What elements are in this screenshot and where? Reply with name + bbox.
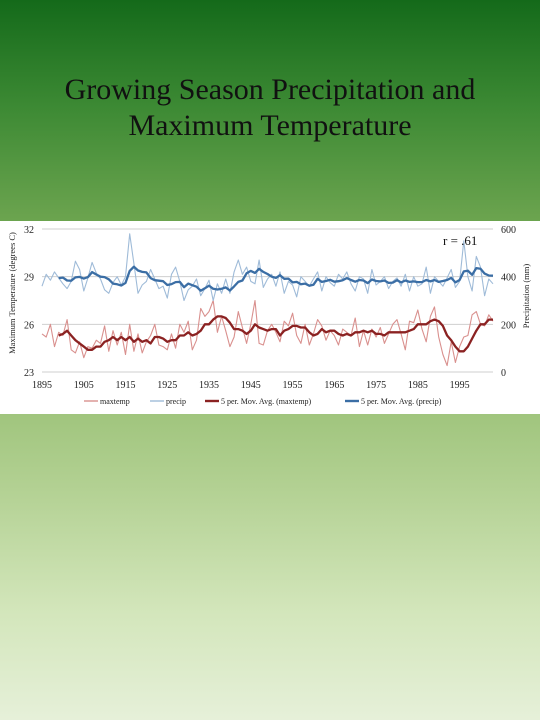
series-line-5-per-mov-avg-maxtemp — [58, 315, 493, 353]
series-line-maxtemp — [41, 299, 494, 367]
legend-label: maxtemp — [100, 397, 130, 406]
series-line-precip — [41, 233, 494, 302]
y-right-tick-label: 600 — [501, 225, 516, 236]
y-right-tick-label: 400 — [501, 273, 516, 284]
x-tick-label: 1935 — [199, 380, 219, 391]
y-left-tick-label: 26 — [24, 320, 34, 331]
y-left-tick-labels: 32 29 26 23 — [24, 225, 34, 379]
legend: maxtemp precip 5 per. Mov. Avg. (maxtemp) 5… — [84, 397, 442, 406]
slide-title-line-1: Growing Season Precipitation and — [64, 73, 476, 106]
x-tick-label: 1975 — [366, 380, 386, 391]
slide-title-line-2: Maximum Temperature — [128, 109, 412, 142]
x-tick-label: 1965 — [324, 380, 344, 391]
chart-svg: 32 29 26 23 600 400 200 0 1895 1905 1915 1925 1935… — [7, 225, 531, 406]
legend-label: 5 per. Mov. Avg. (maxtemp) — [221, 397, 312, 406]
y-left-tick-label: 29 — [24, 273, 34, 284]
slide-title: Growing Season Precipitation and Maximum… — [20, 72, 520, 144]
y-left-tick-label: 23 — [24, 368, 34, 379]
y-right-tick-label: 200 — [501, 320, 516, 331]
x-tick-label: 1925 — [157, 380, 177, 391]
correlation-annotation: r = .61 — [443, 233, 477, 248]
chart-panel: 32 29 26 23 600 400 200 0 1895 1905 1915 1925 1935… — [0, 221, 540, 414]
series-line-5-per-mov-avg-precip — [58, 265, 494, 292]
legend-label: 5 per. Mov. Avg. (precip) — [361, 397, 442, 406]
y-left-axis-label: Maximum Temperature (degrees C) — [7, 232, 17, 354]
y-right-tick-labels: 600 400 200 0 — [501, 225, 516, 379]
y-right-tick-label: 0 — [501, 368, 506, 379]
x-tick-label: 1955 — [283, 380, 303, 391]
x-tick-label: 1905 — [74, 380, 94, 391]
y-left-tick-label: 32 — [24, 225, 34, 236]
y-right-axis-label: Precipitation (mm) — [521, 264, 531, 329]
x-tick-labels: 1895 1905 1915 1925 1935 1945 1955 1965 1975 1985… — [32, 380, 470, 391]
x-tick-label: 1915 — [116, 380, 136, 391]
gridlines — [42, 228, 493, 373]
x-tick-label: 1895 — [32, 380, 52, 391]
x-tick-label: 1985 — [408, 380, 428, 391]
legend-label: precip — [166, 397, 186, 406]
series-lines — [41, 233, 494, 367]
x-tick-label: 1995 — [450, 380, 470, 391]
x-tick-label: 1945 — [241, 380, 261, 391]
